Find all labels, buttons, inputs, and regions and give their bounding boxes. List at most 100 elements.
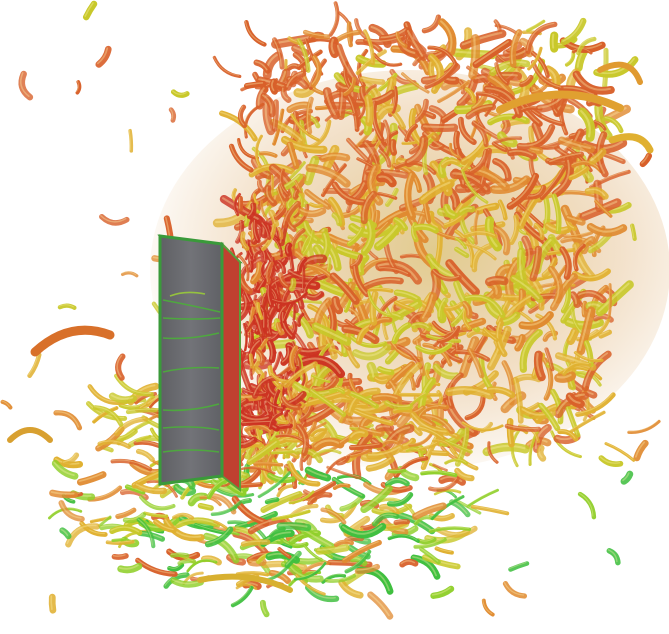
vortex-tube-highlight — [380, 28, 407, 39]
vortex-tube — [487, 113, 530, 126]
vortex-tube-highlight — [420, 181, 451, 201]
vortex-tube-highlight — [506, 260, 518, 298]
vortex-tube-highlight — [437, 326, 458, 341]
vortex-tube-highlight — [508, 419, 512, 445]
vortex-tube — [530, 51, 550, 79]
vortex-tube — [506, 172, 540, 210]
vortex-tube — [564, 50, 576, 67]
vortex-tube-highlight — [401, 72, 428, 92]
vortex-tube-highlight — [476, 92, 505, 103]
vortex-tube-highlight — [473, 210, 478, 243]
vortex-tube — [253, 193, 259, 205]
vortex-tube — [377, 366, 395, 376]
vortex-tube — [485, 275, 509, 287]
vortex-tube — [464, 395, 486, 421]
vortex-tube-highlight — [435, 547, 452, 553]
vortex-tube-highlight — [568, 329, 575, 341]
vortex-tube — [437, 297, 449, 321]
vortex-tube — [212, 55, 242, 79]
vortex-tube-highlight — [331, 274, 356, 302]
vortex-tube — [302, 29, 331, 40]
vortex-tube — [281, 135, 328, 154]
vortex-tube-highlight — [558, 366, 600, 378]
vortex-tube — [554, 371, 577, 383]
vortex-tube — [355, 49, 387, 76]
vortex-tube-highlight — [286, 243, 289, 254]
vortex-tube — [391, 322, 412, 345]
vortex-tube-highlight — [353, 265, 367, 295]
vortex-tube-highlight — [276, 323, 281, 333]
vortex-tube-highlight — [288, 103, 308, 110]
vortex-tube-highlight — [350, 255, 361, 267]
vortex-tube-highlight — [276, 484, 291, 495]
vortex-tube-highlight — [303, 221, 318, 241]
vortex-tube — [580, 236, 596, 255]
vortex-tube — [568, 166, 590, 181]
vortex-tube-highlight — [390, 140, 394, 153]
vortex-tube-highlight — [391, 86, 396, 112]
vortex-tube — [379, 27, 411, 42]
vortex-tube-highlight — [524, 270, 542, 295]
vortex-tube-highlight — [279, 184, 286, 199]
vortex-tube — [565, 218, 577, 232]
vortex-tube — [486, 386, 516, 399]
vortex-tube-highlight — [559, 138, 591, 150]
vortex-tube — [536, 444, 547, 462]
vortex-tube-highlight — [571, 292, 577, 305]
vortex-tube-highlight — [569, 166, 587, 178]
vortex-tube — [364, 83, 377, 97]
vortex-tube — [244, 256, 266, 273]
vortex-tube — [514, 211, 545, 242]
vortex-tube-highlight — [251, 262, 260, 282]
building-front-face — [158, 234, 224, 486]
vortex-tube — [321, 573, 347, 584]
vortex-tube — [458, 205, 476, 216]
vortex-tube-highlight — [440, 476, 463, 483]
vortex-tube — [458, 116, 477, 146]
vortex-tube — [492, 157, 512, 182]
vortex-tube-highlight — [314, 439, 341, 448]
vortex-tube — [436, 390, 444, 405]
vortex-tube — [265, 261, 274, 285]
vortex-tube-highlight — [288, 412, 295, 428]
vortex-tube-highlight — [597, 282, 630, 313]
vortex-tube — [533, 350, 546, 382]
vortex-tube — [550, 430, 582, 459]
vortex-tube — [509, 214, 520, 245]
vortex-tube-highlight — [260, 200, 267, 219]
vortex-tube — [310, 55, 322, 88]
vortex-tube — [53, 410, 83, 431]
vortex-tube — [260, 200, 269, 221]
vortex-tube — [301, 235, 312, 254]
vortex-tube — [250, 261, 263, 285]
vortex-tube-highlight — [505, 294, 533, 317]
vortex-tube-highlight — [590, 149, 603, 162]
vortex-tube-highlight — [262, 94, 273, 114]
vortex-tube — [283, 440, 298, 459]
vortex-tube-highlight — [487, 278, 505, 282]
vortex-tube — [269, 286, 280, 302]
vortex-tube — [544, 347, 555, 372]
vortex-tube — [420, 123, 459, 132]
vortex-tube — [434, 546, 454, 555]
vortex-tube — [377, 266, 411, 277]
vortex-tube-highlight — [289, 346, 296, 369]
vortex-tube — [586, 223, 628, 237]
vortex-tube-highlight — [333, 298, 340, 311]
vortex-tube — [302, 220, 321, 245]
vortex-tube — [373, 376, 391, 385]
vortex-tube-highlight — [249, 353, 252, 367]
vortex-tube — [565, 392, 585, 409]
vortex-tube — [304, 189, 332, 210]
vortex-tube-highlight — [254, 315, 262, 335]
vortex-tube-highlight — [296, 406, 333, 426]
vortex-tube — [374, 222, 403, 251]
vortex-tube — [459, 29, 507, 50]
vortex-tube-highlight — [293, 189, 297, 198]
vortex-tube — [286, 197, 295, 212]
vortex-tube-highlight — [582, 301, 585, 315]
vortex-tube-highlight — [526, 22, 555, 51]
vortex-tube-highlight — [256, 349, 263, 364]
vortex-tube — [471, 243, 493, 273]
vortex-tube-highlight — [245, 215, 247, 224]
